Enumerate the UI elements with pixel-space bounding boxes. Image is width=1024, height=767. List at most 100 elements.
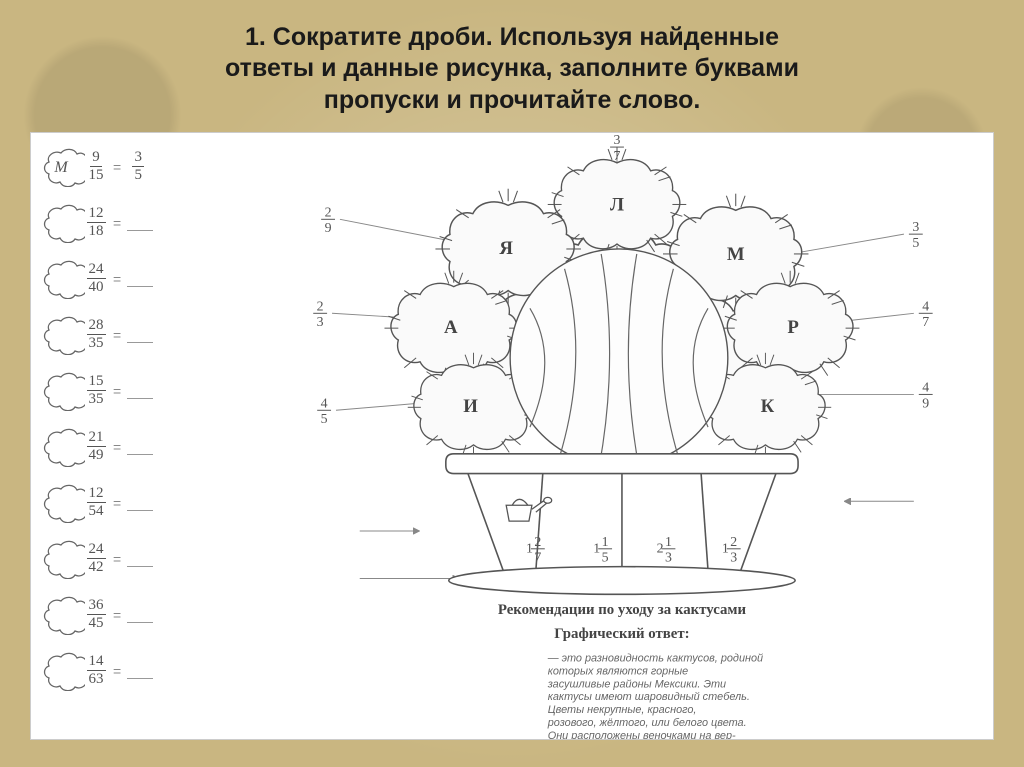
- svg-text:которых являются горные: которых являются горные: [548, 665, 689, 677]
- fraction-row: 2835 =: [37, 307, 237, 363]
- fraction-row: 2442 =: [37, 531, 237, 587]
- svg-text:4: 4: [922, 379, 929, 394]
- fraction-row: 1535 =: [37, 363, 237, 419]
- svg-text:М: М: [727, 244, 745, 265]
- fraction-row: 1463 =: [37, 643, 237, 699]
- equals-sign: =: [113, 607, 121, 623]
- answer-cloud[interactable]: [37, 371, 85, 411]
- fraction-answer-blank[interactable]: [127, 230, 153, 231]
- title-line-2: ответы и данные рисунка, заполните буква…: [60, 53, 964, 84]
- equals-sign: =: [113, 383, 121, 399]
- worksheet-title: 1. Сократите дроби. Используя найденные …: [0, 0, 1024, 126]
- fraction-given: 2442: [85, 542, 107, 575]
- equals-sign: =: [113, 551, 121, 567]
- worksheet-panel: М 915 = 35 1218 = 2440 = 2835 =: [30, 132, 994, 740]
- svg-text:1: 1: [665, 534, 672, 549]
- svg-text:9: 9: [325, 220, 332, 235]
- svg-text:А: А: [444, 317, 458, 338]
- title-line-1: 1. Сократите дроби. Используя найденные: [60, 22, 964, 53]
- svg-text:— это разновидность кактусов,: — это разновидность кактусов, родиной: [547, 652, 763, 664]
- care-recommendations-label: Рекомендации по уходу за кактусами: [498, 602, 747, 618]
- svg-text:Они расположены веночками на в: Они расположены веночками на вер-: [548, 730, 736, 739]
- fraction-given: 915: [85, 150, 107, 183]
- svg-text:1: 1: [722, 541, 729, 556]
- svg-text:3: 3: [665, 549, 672, 564]
- fraction-given: 1218: [85, 206, 107, 239]
- svg-text:2: 2: [730, 534, 737, 549]
- answer-cloud[interactable]: [37, 259, 85, 299]
- fraction-answer-blank[interactable]: [127, 342, 153, 343]
- svg-text:Р: Р: [787, 317, 798, 338]
- svg-text:розового, жёлтого, или белого: розового, жёлтого, или белого цвета.: [547, 717, 747, 729]
- fraction-answer-blank[interactable]: [127, 454, 153, 455]
- svg-text:3: 3: [730, 549, 737, 564]
- svg-text:3: 3: [317, 314, 324, 329]
- equals-sign: =: [113, 159, 121, 175]
- svg-text:Я: Я: [499, 238, 513, 259]
- fraction-given: 2440: [85, 262, 107, 295]
- fraction-row: 3645 =: [37, 587, 237, 643]
- fraction-given: 2835: [85, 318, 107, 351]
- fraction-given: 3645: [85, 598, 107, 631]
- flower-pot: [446, 454, 798, 595]
- answer-cloud[interactable]: [37, 651, 85, 691]
- svg-text:2: 2: [534, 534, 541, 549]
- description-paragraph: — это разновидность кактусов, родинойкот…: [547, 652, 763, 738]
- equals-sign: =: [113, 663, 121, 679]
- fraction-row: М 915 = 35: [37, 139, 237, 195]
- fraction-answer-blank[interactable]: [127, 510, 153, 511]
- answer-cloud[interactable]: [37, 595, 85, 635]
- svg-text:К: К: [761, 396, 775, 417]
- fraction-answer-blank[interactable]: [127, 566, 153, 567]
- svg-text:5: 5: [602, 549, 609, 564]
- fraction-row: 1254 =: [37, 475, 237, 531]
- equals-sign: =: [113, 495, 121, 511]
- answer-cloud[interactable]: М: [37, 147, 85, 187]
- svg-text:2: 2: [325, 204, 332, 219]
- cactus-illustration: 3 7 2 9 2 3 4 5 3 5 4 7 4 9: [241, 133, 993, 739]
- equals-sign: =: [113, 215, 121, 231]
- svg-text:1: 1: [602, 534, 609, 549]
- svg-text:9: 9: [922, 395, 929, 410]
- fraction-row: 1218 =: [37, 195, 237, 251]
- fraction-answer-blank[interactable]: [127, 398, 153, 399]
- answer-cloud[interactable]: [37, 427, 85, 467]
- fraction-given: 1463: [85, 654, 107, 687]
- svg-text:кактусы имеют шаровидный стебе: кактусы имеют шаровидный стебель.: [548, 691, 750, 703]
- svg-text:И: И: [463, 396, 478, 417]
- fraction-row: 2149 =: [37, 419, 237, 475]
- answer-cloud[interactable]: [37, 483, 85, 523]
- fraction-answer: 35: [127, 150, 149, 183]
- fraction-answer-blank[interactable]: [127, 622, 153, 623]
- svg-text:5: 5: [912, 235, 919, 250]
- svg-text:засушливые районы Мексики. Эти: засушливые районы Мексики. Эти: [547, 678, 726, 690]
- fraction-answer-blank[interactable]: [127, 286, 153, 287]
- graphical-answer-label: Графический ответ:: [554, 626, 689, 642]
- svg-text:3: 3: [912, 219, 919, 234]
- svg-text:2: 2: [657, 541, 664, 556]
- answer-cloud[interactable]: [37, 203, 85, 243]
- svg-text:2: 2: [317, 298, 324, 313]
- answer-cloud[interactable]: [37, 539, 85, 579]
- svg-text:7: 7: [534, 549, 541, 564]
- title-line-3: пропуски и прочитайте слово.: [60, 85, 964, 116]
- svg-text:5: 5: [321, 411, 328, 426]
- svg-text:Л: Л: [610, 194, 624, 215]
- fraction-list: М 915 = 35 1218 = 2440 = 2835 =: [37, 139, 237, 699]
- svg-text:1: 1: [593, 541, 600, 556]
- svg-text:4: 4: [922, 298, 929, 313]
- fraction-given: 1535: [85, 374, 107, 407]
- fraction-given: 1254: [85, 486, 107, 519]
- equals-sign: =: [113, 439, 121, 455]
- answer-cloud[interactable]: [37, 315, 85, 355]
- svg-text:Цветы некрупные, красного,: Цветы некрупные, красного,: [548, 704, 697, 716]
- svg-text:3: 3: [614, 133, 621, 147]
- svg-text:1: 1: [526, 541, 533, 556]
- svg-text:4: 4: [321, 395, 328, 410]
- fraction-answer-blank[interactable]: [127, 678, 153, 679]
- fraction-row: 2440 =: [37, 251, 237, 307]
- fraction-given: 2149: [85, 430, 107, 463]
- svg-text:7: 7: [922, 314, 929, 329]
- svg-text:М: М: [53, 159, 69, 176]
- equals-sign: =: [113, 271, 121, 287]
